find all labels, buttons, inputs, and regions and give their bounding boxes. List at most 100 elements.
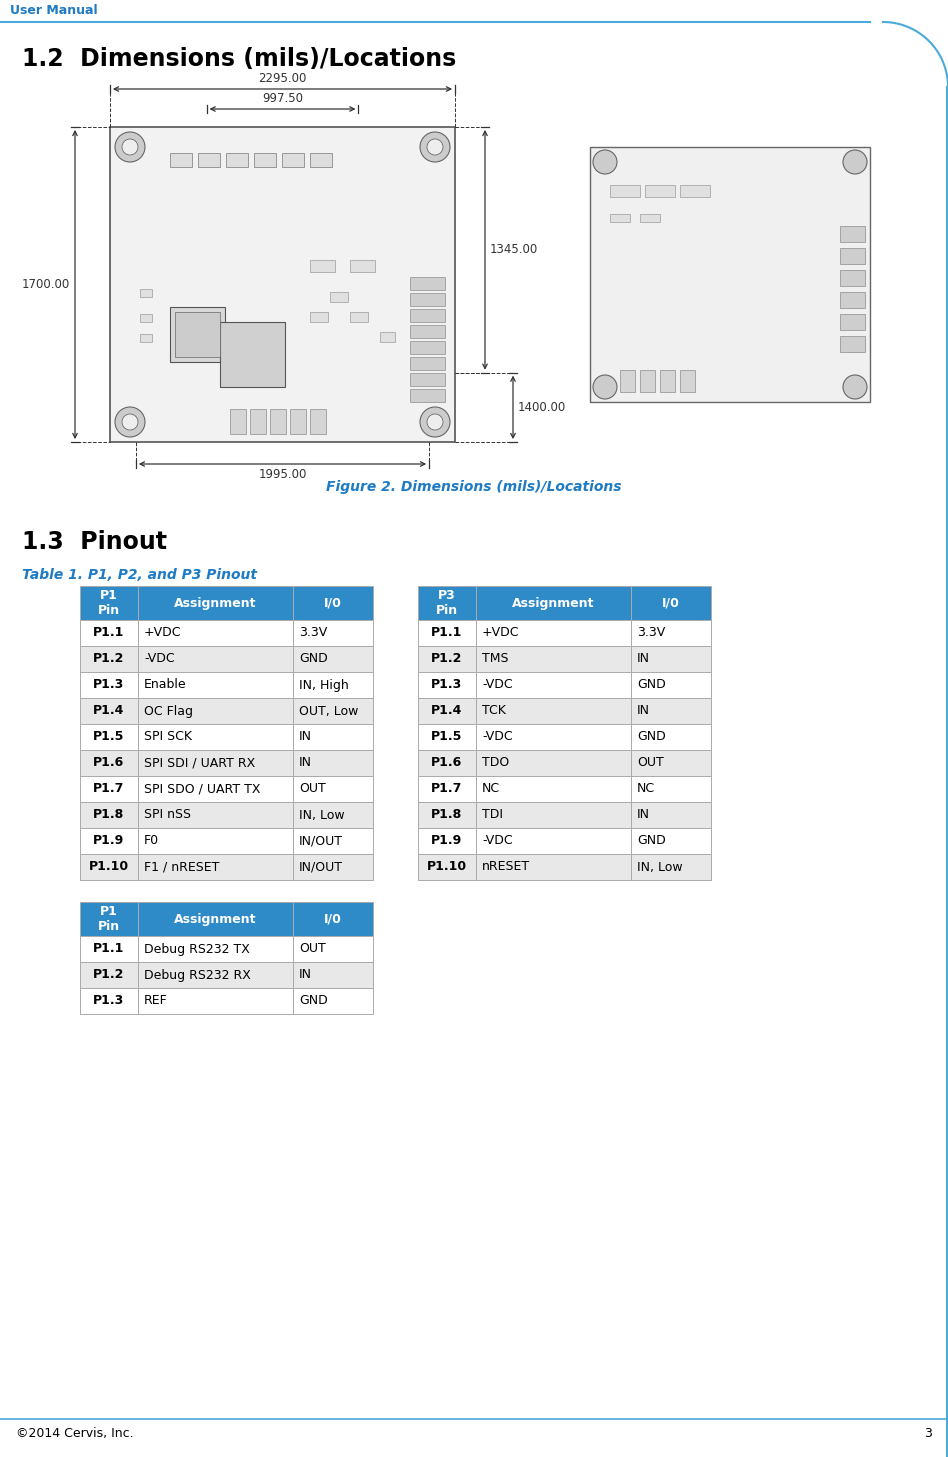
Text: Figure 2. Dimensions (mils)/Locations: Figure 2. Dimensions (mils)/Locations — [326, 479, 622, 494]
Bar — [631, 586, 711, 621]
Bar — [80, 750, 138, 777]
Text: IN: IN — [637, 705, 650, 717]
Circle shape — [427, 414, 443, 430]
Bar — [418, 698, 476, 724]
Text: IN: IN — [299, 730, 312, 743]
Bar — [840, 337, 865, 353]
Text: GND: GND — [299, 995, 328, 1007]
Bar — [290, 409, 306, 434]
Bar — [80, 854, 138, 880]
Bar — [80, 724, 138, 750]
Bar — [350, 312, 368, 322]
Bar — [418, 621, 476, 645]
Text: NC: NC — [482, 782, 501, 796]
Text: TMS: TMS — [482, 653, 508, 666]
Text: P1.4: P1.4 — [431, 705, 463, 717]
Bar — [631, 801, 711, 828]
Bar — [418, 828, 476, 854]
Circle shape — [593, 374, 617, 399]
Bar — [476, 750, 631, 777]
Bar — [476, 698, 631, 724]
Text: -VDC: -VDC — [482, 730, 513, 743]
Text: +VDC: +VDC — [482, 627, 520, 640]
Bar — [476, 854, 631, 880]
Text: SPI SCK: SPI SCK — [144, 730, 192, 743]
Bar — [631, 777, 711, 801]
Text: Enable: Enable — [144, 679, 187, 692]
Text: P1.2: P1.2 — [93, 969, 125, 982]
Bar — [138, 724, 293, 750]
Bar — [138, 902, 293, 935]
Bar — [476, 828, 631, 854]
Bar — [418, 724, 476, 750]
Text: 997.50: 997.50 — [262, 92, 303, 105]
Text: P1.10: P1.10 — [427, 861, 467, 874]
Bar — [110, 127, 455, 441]
Text: nRESET: nRESET — [482, 861, 530, 874]
Bar — [293, 586, 373, 621]
Bar — [250, 409, 266, 434]
Text: 3: 3 — [924, 1426, 932, 1440]
Bar — [80, 621, 138, 645]
Text: I/0: I/0 — [324, 596, 342, 609]
Bar — [138, 645, 293, 672]
Text: P1.9: P1.9 — [431, 835, 463, 848]
Bar — [410, 309, 445, 322]
Bar — [226, 153, 248, 168]
Bar — [293, 902, 373, 935]
Bar — [293, 750, 373, 777]
Bar — [418, 672, 476, 698]
Text: IN/OUT: IN/OUT — [299, 861, 343, 874]
Bar — [80, 777, 138, 801]
Bar — [293, 672, 373, 698]
Circle shape — [122, 414, 138, 430]
Bar — [476, 777, 631, 801]
Circle shape — [122, 138, 138, 154]
Bar — [410, 341, 445, 354]
Bar — [170, 307, 225, 361]
Bar — [418, 801, 476, 828]
Bar — [680, 370, 695, 392]
Circle shape — [115, 133, 145, 162]
Text: OC Flag: OC Flag — [144, 705, 193, 717]
Bar — [138, 621, 293, 645]
Bar — [138, 698, 293, 724]
Bar — [476, 801, 631, 828]
Text: P1.6: P1.6 — [431, 756, 463, 769]
Text: ©2014 Cervis, Inc.: ©2014 Cervis, Inc. — [16, 1426, 134, 1440]
Text: GND: GND — [637, 730, 665, 743]
Bar — [80, 698, 138, 724]
Bar — [80, 902, 138, 935]
Bar — [138, 962, 293, 988]
Text: User Manual: User Manual — [10, 4, 98, 17]
Text: 1.3  Pinout: 1.3 Pinout — [22, 530, 167, 554]
Bar — [138, 828, 293, 854]
Bar — [80, 935, 138, 962]
Bar — [80, 586, 138, 621]
Text: IN, Low: IN, Low — [637, 861, 683, 874]
Text: I/0: I/0 — [662, 596, 680, 609]
Bar — [293, 724, 373, 750]
Bar — [640, 214, 660, 221]
Text: TCK: TCK — [482, 705, 506, 717]
Bar — [418, 586, 476, 621]
Text: F1 / nRESET: F1 / nRESET — [144, 861, 219, 874]
Bar — [293, 777, 373, 801]
Circle shape — [593, 150, 617, 173]
Bar — [80, 988, 138, 1014]
Text: P1
Pin: P1 Pin — [98, 589, 120, 616]
Text: OUT, Low: OUT, Low — [299, 705, 358, 717]
Bar — [140, 288, 152, 297]
Text: SPI SDI / UART RX: SPI SDI / UART RX — [144, 756, 255, 769]
Text: Debug RS232 TX: Debug RS232 TX — [144, 943, 250, 956]
Bar — [293, 854, 373, 880]
Bar — [631, 854, 711, 880]
Bar — [410, 357, 445, 370]
Text: IN: IN — [299, 756, 312, 769]
Text: Assignment: Assignment — [174, 596, 257, 609]
Text: TDO: TDO — [482, 756, 509, 769]
Bar — [350, 259, 375, 272]
Bar — [282, 153, 304, 168]
Bar — [230, 409, 246, 434]
Bar — [293, 962, 373, 988]
